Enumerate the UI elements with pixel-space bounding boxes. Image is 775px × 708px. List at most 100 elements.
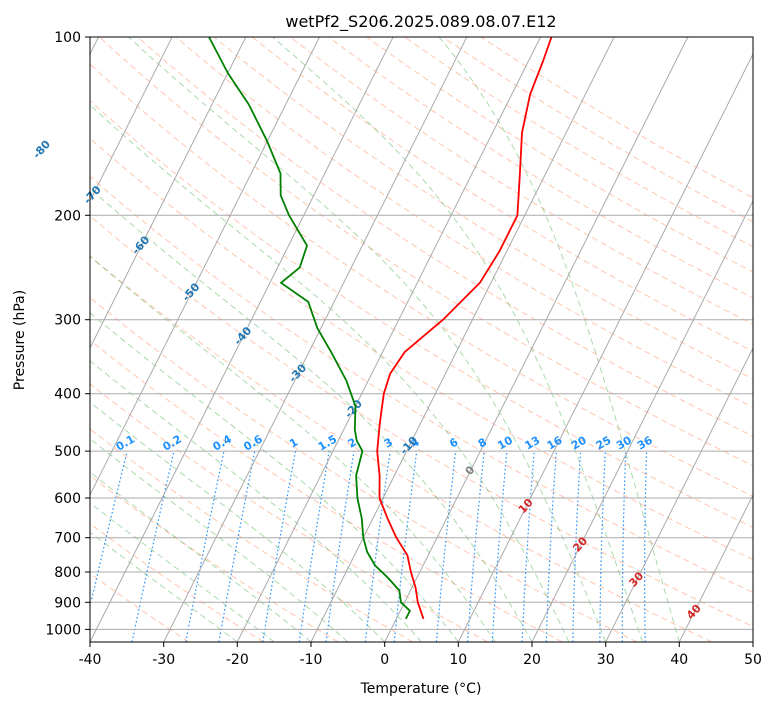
x-tick-label: -10 [300,652,323,668]
dry-adiabat [90,383,488,642]
isotherm-label: 0 [463,463,478,478]
isotherm-line [163,37,468,642]
dry-adiabat [90,215,753,628]
dry-adiabat [90,100,753,529]
x-axis-label: Temperature (°C) [360,681,482,697]
dry-adiabat [99,37,753,467]
isotherm-line [90,37,394,642]
profile-series [208,37,553,620]
moist-adiabat [90,312,459,642]
dry-adiabat [90,255,712,642]
mixing-ratio-label: 20 [569,433,589,452]
isotherm-label: -90 [0,92,2,116]
mixing-ratio-label: 10 [495,433,515,452]
chart-title: wetPf2_S206.2025.089.08.07.E12 [285,12,556,32]
dry-adiabat [328,37,753,299]
mixing-ratio-label: 0.4 [211,432,235,453]
mixing-ratio-line [298,451,330,642]
x-tick-label: 10 [449,652,467,668]
mixing-ratio-line [131,450,175,642]
moist-adiabat [438,37,680,642]
isotherm-label: -50 [180,280,203,304]
moist-adiabat [90,187,533,642]
mixing-ratio-label: 1 [287,436,300,451]
mixing-ratio-label: 30 [614,433,634,452]
isotherm-label: -30 [286,361,309,385]
temperature-profile-line [376,37,553,620]
y-tick-label: 100 [54,30,81,46]
dry-adiabat [137,37,753,437]
x-tick-label: -30 [152,652,175,668]
isotherm-label: 40 [684,602,704,622]
dry-adiabat [90,175,753,594]
y-tick-label: 300 [54,313,81,329]
mixing-ratio-line [185,450,225,642]
moist-adiabat [90,255,496,642]
y-tick-label: 1000 [45,622,81,638]
dry-adiabat [90,339,563,642]
moist-adiabat [90,401,386,642]
mixing-ratio-line [262,450,297,642]
moist-adiabat [90,502,275,642]
y-tick-label: 900 [54,595,81,611]
y-axis: 100 200 300 400 500 600 700 800 900 1000 [45,30,90,638]
mixing-ratio-line [621,451,627,642]
moist-adiabat [90,360,422,642]
x-tick-label: -40 [79,652,102,668]
dry-adiabat [175,37,753,408]
moist-adiabat [90,438,349,642]
dry-adiabat [480,37,753,199]
y-axis-label: Pressure (hPa) [12,290,28,390]
y-tick-label: 800 [54,565,81,581]
dry-adiabat [213,37,753,380]
dry-adiabat [289,37,753,325]
moist-adiabat [128,37,607,642]
dry-adiabat [404,37,753,248]
grid-lines [90,37,753,630]
moist-adiabat [272,37,643,642]
isotherm-label: -80 [30,137,53,161]
isotherm-line [678,493,753,642]
dry-adiabat [90,137,753,561]
y-tick-label: 500 [54,444,81,460]
dry-adiabat [90,474,339,642]
isotherm-line [752,640,753,642]
background-lines [90,37,753,642]
mixing-ratio-line [435,451,457,642]
mixing-ratio-line [644,451,648,642]
isotherm-line [90,37,173,202]
isotherm-line [90,37,320,497]
isotherm-line [531,199,753,642]
mixing-ratio-line [364,451,391,642]
mixing-ratio-label: 0.6 [241,432,265,453]
mixing-ratio-line [325,451,355,642]
moist-adiabat [90,104,570,642]
isotherm-label: -70 [81,183,104,207]
mixing-ratio-label: 36 [635,433,655,452]
mixing-ratio-line [491,451,508,642]
moist-adiabat [90,531,238,642]
x-axis: -40 -30 -20 -10 0 10 20 30 40 50 [79,642,762,668]
dry-adiabat [90,428,414,642]
x-tick-label: 0 [380,652,389,668]
isotherm-label: -10 [397,434,420,458]
y-tick-label: 200 [54,208,81,224]
x-tick-label: 50 [744,652,762,668]
mixing-ratio-label: 3 [382,436,395,451]
isotherm-lines [90,37,753,642]
mixing-ratio-label: 1.5 [316,433,339,454]
dry-adiabat [90,296,638,642]
isotherm-line [457,52,753,642]
x-tick-label: 20 [523,652,541,668]
isotherm-line [384,37,689,642]
mixing-ratio-label: 25 [594,434,614,453]
isotherm-line [310,37,615,642]
y-tick-label: 600 [54,491,81,507]
mixing-ratio-line [218,450,256,642]
x-tick-label: -20 [226,652,249,668]
y-tick-label: 400 [54,387,81,403]
dry-adiabat [366,37,753,273]
isotherm-line [90,37,247,350]
dry-adiabat [442,37,753,223]
